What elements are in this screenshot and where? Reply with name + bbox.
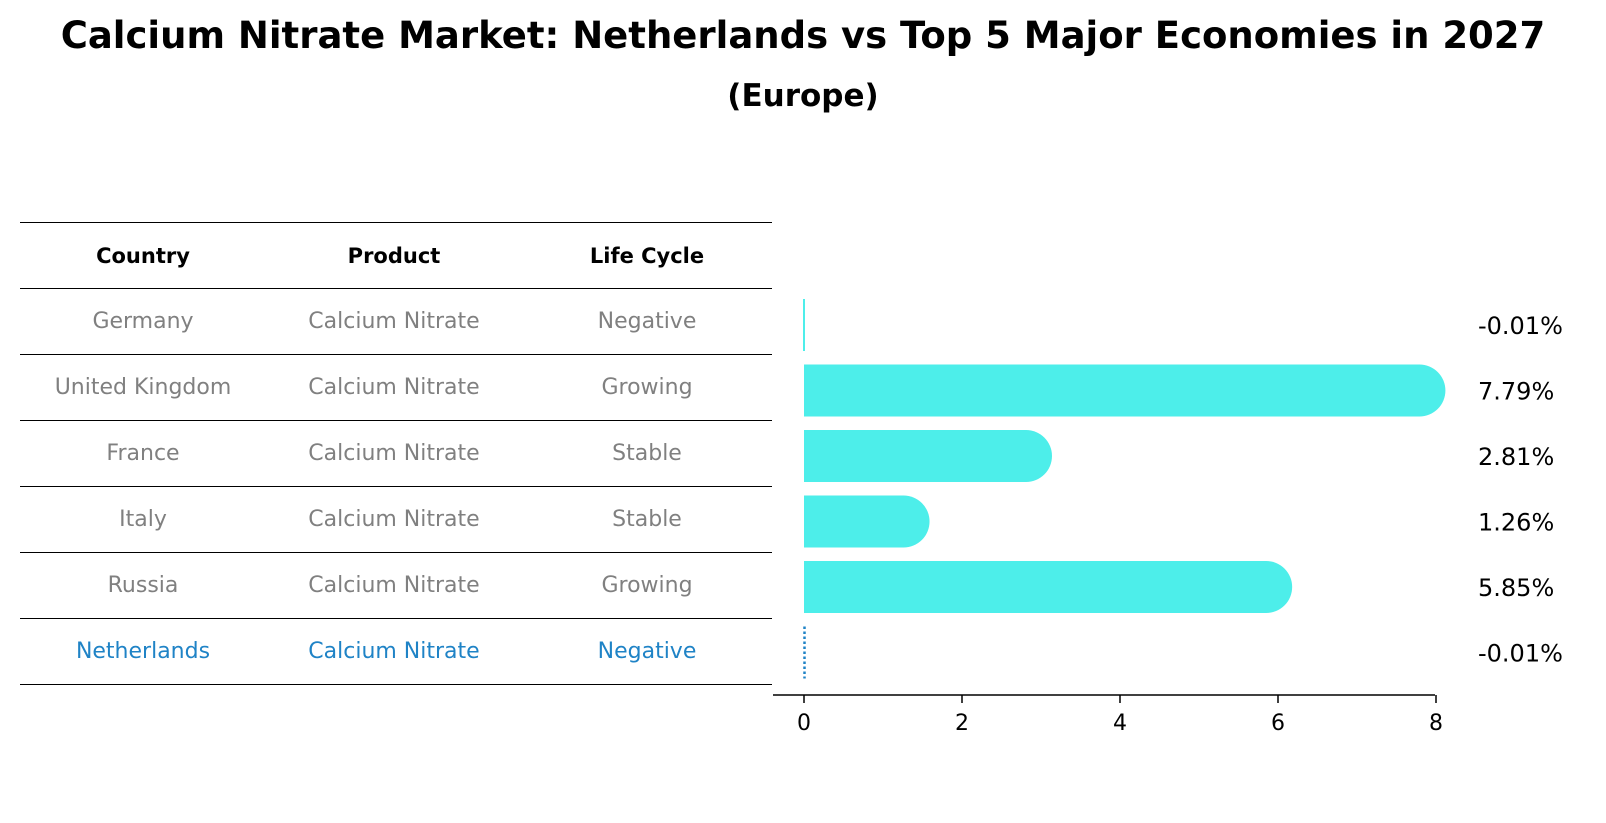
country-cell: Russia (20, 552, 266, 619)
value-label: 5.85% (1478, 574, 1554, 602)
column-header-country: Country (20, 222, 266, 289)
country-cell: Germany (20, 288, 266, 355)
x-tick-label: 4 (1113, 711, 1127, 736)
x-tick-label: 2 (955, 711, 969, 736)
product-cell: Calcium Nitrate (266, 618, 522, 685)
table-row-highlighted: Netherlands Calcium Nitrate Negative (20, 618, 772, 685)
value-label: -0.01% (1478, 640, 1563, 668)
life-cycle-cell: Negative (522, 618, 772, 685)
bar (804, 561, 1293, 613)
table-row: Russia Calcium Nitrate Growing (20, 552, 772, 619)
country-cell: United Kingdom (20, 354, 266, 421)
table-header-row: Country Product Life Cycle (20, 222, 772, 289)
product-cell: Calcium Nitrate (266, 552, 522, 619)
product-cell: Calcium Nitrate (266, 288, 522, 355)
bar (804, 364, 1446, 417)
chart-title: Calcium Nitrate Market: Netherlands vs T… (60, 14, 1546, 57)
market-table: Country Product Life Cycle Germany Calci… (20, 222, 772, 685)
x-tick-label: 8 (1429, 711, 1443, 736)
life-cycle-cell: Stable (522, 486, 772, 553)
bar (804, 430, 1052, 482)
table-row: United Kingdom Calcium Nitrate Growing (20, 354, 772, 421)
product-cell: Calcium Nitrate (266, 420, 522, 487)
column-header-product: Product (266, 222, 522, 289)
column-header-life-cycle: Life Cycle (522, 222, 772, 289)
x-tick-label: 0 (797, 711, 811, 736)
value-label: 1.26% (1478, 509, 1554, 537)
bar (803, 299, 805, 351)
table-row: Germany Calcium Nitrate Negative (20, 288, 772, 355)
country-cell: Netherlands (20, 618, 266, 685)
product-cell: Calcium Nitrate (266, 354, 522, 421)
value-label: -0.01% (1478, 312, 1563, 340)
country-cell: Italy (20, 486, 266, 553)
table-row: Italy Calcium Nitrate Stable (20, 486, 772, 553)
value-label: 2.81% (1478, 443, 1554, 471)
life-cycle-cell: Growing (522, 552, 772, 619)
bar (804, 495, 930, 548)
chart-subtitle: (Europe) (727, 78, 879, 114)
product-cell: Calcium Nitrate (266, 486, 522, 553)
country-cell: France (20, 420, 266, 487)
x-tick-label: 6 (1271, 711, 1285, 736)
life-cycle-cell: Growing (522, 354, 772, 421)
table-row: France Calcium Nitrate Stable (20, 420, 772, 487)
value-label: 7.79% (1478, 378, 1554, 406)
life-cycle-cell: Stable (522, 420, 772, 487)
life-cycle-cell: Negative (522, 288, 772, 355)
